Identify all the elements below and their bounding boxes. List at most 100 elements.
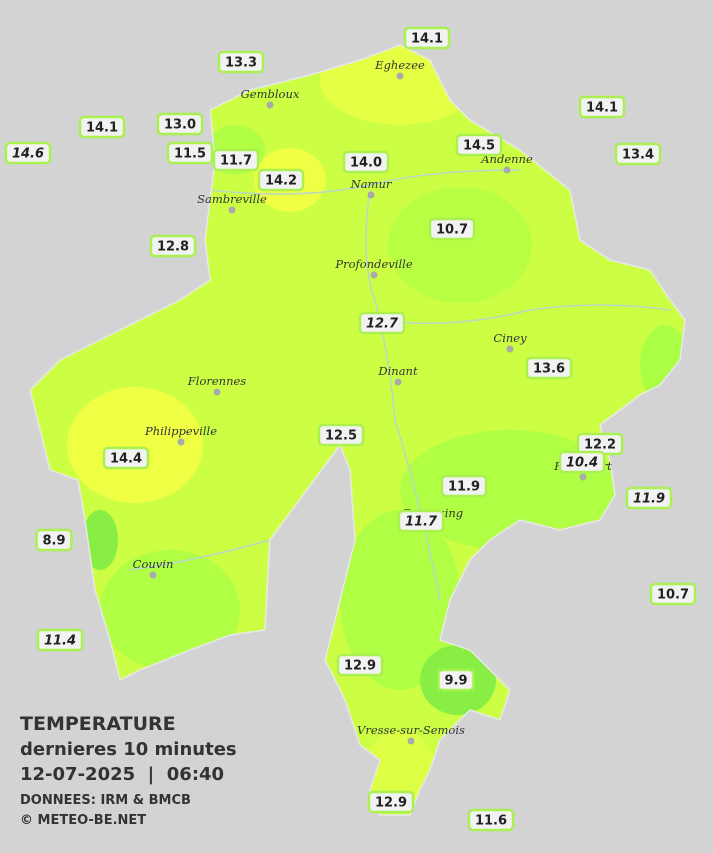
station-box [525, 356, 573, 380]
city-dot [396, 72, 404, 80]
station: 11.4 [36, 628, 84, 652]
station: 8.9 [35, 528, 73, 552]
station-box [558, 450, 606, 474]
station-value: 11.9 [633, 492, 665, 507]
station: 13.3 [217, 50, 265, 74]
city-dot [370, 271, 378, 279]
station: 10.7 [428, 217, 476, 241]
station-box [397, 509, 445, 533]
station: 12.5 [317, 423, 365, 447]
station-value: 14.1 [411, 32, 443, 47]
station-value: 8.9 [42, 534, 65, 549]
station: 13.6 [525, 356, 573, 380]
station-box [156, 112, 204, 136]
station-box [614, 142, 662, 166]
station-value: 14.6 [12, 147, 44, 162]
station: 11.5 [166, 141, 214, 165]
station-value: 13.3 [225, 56, 257, 71]
station-box [336, 653, 384, 677]
station-box [625, 486, 673, 510]
station-value: 10.7 [436, 223, 468, 238]
station: 11.9 [440, 474, 488, 498]
station: 13.4 [614, 142, 662, 166]
city-dot [579, 473, 587, 481]
station-box [342, 150, 390, 174]
city-dot [367, 191, 375, 199]
station-box [35, 528, 73, 552]
city-label: Ciney [493, 331, 527, 345]
station-value: 12.8 [157, 240, 189, 255]
station-value: 12.9 [375, 796, 407, 811]
station-value: 14.0 [350, 156, 382, 171]
station-value: 14.5 [463, 139, 495, 154]
city-label: Vresse-sur-Semois [357, 723, 465, 737]
city-dot [503, 166, 511, 174]
station-value: 10.4 [566, 456, 598, 471]
station: 10.7 [649, 582, 697, 606]
station-box [578, 95, 626, 119]
station-box [217, 50, 265, 74]
title: TEMPERATURE [20, 713, 176, 735]
station: 14.1 [78, 115, 126, 139]
station-value: 11.4 [44, 634, 76, 649]
city-dot [394, 378, 402, 386]
city-label: Sambreville [197, 192, 267, 206]
station-box [467, 808, 515, 832]
station-value: 10.7 [657, 588, 689, 603]
station: 9.9 [437, 668, 475, 692]
station-value: 11.6 [475, 814, 507, 829]
station-box [437, 668, 475, 692]
station: 11.7 [212, 148, 260, 172]
station-value: 13.4 [622, 148, 654, 163]
city-label: Eghezee [374, 58, 425, 72]
station-value: 14.2 [265, 174, 297, 189]
city-dot [266, 101, 274, 109]
station-box [428, 217, 476, 241]
station-box [102, 446, 150, 470]
station-box [36, 628, 84, 652]
station-box [149, 234, 197, 258]
city-dot [149, 571, 157, 579]
station-value: 12.5 [325, 429, 357, 444]
station-box [212, 148, 260, 172]
station-box [403, 26, 451, 50]
station-value: 11.5 [174, 147, 206, 162]
city-label: Florennes [187, 374, 247, 388]
station: 11.6 [467, 808, 515, 832]
station: 14.0 [342, 150, 390, 174]
station-value: 12.9 [344, 659, 376, 674]
station-value: 12.7 [366, 317, 399, 332]
station-box [78, 115, 126, 139]
station-box [4, 141, 52, 165]
credit: © METEO-BE.NET [20, 813, 146, 828]
station-box [367, 790, 415, 814]
station-value: 14.1 [86, 121, 118, 136]
station: 12.7 [358, 311, 406, 335]
city-label: Dinant [377, 364, 418, 378]
station-box [649, 582, 697, 606]
station-value: 11.9 [448, 480, 480, 495]
city-label: Gembloux [241, 87, 300, 101]
city-dot [228, 206, 236, 214]
city-label: Profondeville [334, 257, 412, 271]
station-value: 14.4 [110, 452, 142, 467]
station: 11.7 [397, 509, 445, 533]
station-value: 14.1 [586, 101, 618, 116]
station: 14.2 [257, 168, 305, 192]
station: 10.4 [558, 450, 606, 474]
station: 14.4 [102, 446, 150, 470]
station-box [317, 423, 365, 447]
station: 14.5 [455, 133, 503, 157]
station: 12.8 [149, 234, 197, 258]
city-dot [506, 345, 514, 353]
station: 11.9 [625, 486, 673, 510]
station-value: 9.9 [444, 674, 467, 689]
city-dot [407, 737, 415, 745]
city-label: Namur [350, 177, 393, 191]
city-dot [177, 438, 185, 446]
subtitle: dernieres 10 minutes [20, 739, 237, 760]
station-value: 13.0 [164, 118, 196, 133]
city-dot [213, 388, 221, 396]
station: 14.6 [4, 141, 52, 165]
